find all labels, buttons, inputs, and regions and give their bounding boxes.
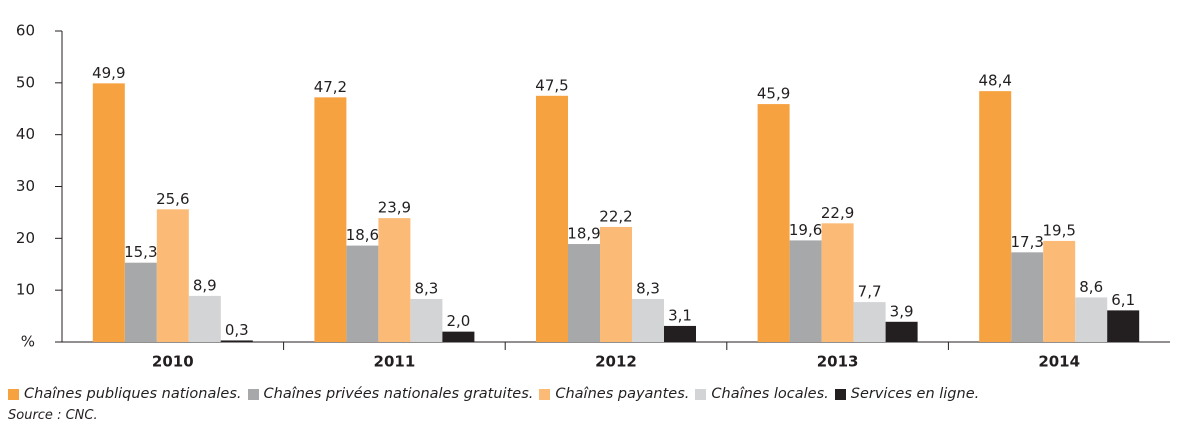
bar (1075, 297, 1108, 342)
value-label: 7,7 (858, 283, 882, 301)
bar (757, 104, 790, 343)
legend-label: Chaînes locales. (711, 386, 829, 402)
y-tick-label: % (21, 333, 35, 351)
x-tick-label: 2012 (595, 353, 637, 371)
bar (979, 91, 1012, 342)
y-tick-label: 10 (16, 281, 35, 299)
bar (410, 298, 443, 342)
legend: Chaînes publiques nationales. Chaînes pri… (8, 386, 985, 402)
bar (92, 83, 125, 342)
value-label: 15,3 (124, 243, 157, 261)
value-label: 25,6 (156, 190, 189, 208)
x-tick-label: 2014 (1038, 353, 1080, 371)
value-label: 2,0 (446, 312, 470, 330)
bar (378, 218, 411, 342)
bar (442, 331, 475, 342)
value-label: 8,3 (414, 279, 438, 297)
bar (188, 295, 221, 342)
y-tick-label: 30 (16, 177, 35, 195)
legend-label: Chaînes payantes. (555, 386, 690, 402)
bar (346, 245, 379, 342)
value-label: 18,9 (567, 225, 600, 243)
chart: % 10 20 30 40 50 60 2010 49,9 15,3 25,6 8,9 0,3 2011 4… (16, 22, 1170, 371)
x-tick-label: 2010 (152, 353, 194, 371)
legend-swatch (695, 388, 707, 400)
legend-item: Chaînes privées nationales gratuites. (247, 386, 534, 402)
bar (536, 95, 568, 343)
value-label: 23,9 (378, 199, 411, 217)
bar (156, 209, 189, 342)
bar (632, 298, 664, 342)
legend-item: Chaînes payantes. (539, 386, 689, 402)
value-label: 48,4 (978, 72, 1011, 90)
value-label: 3,9 (890, 302, 914, 320)
bar (1011, 252, 1044, 342)
x-tick-label: 2013 (817, 353, 859, 371)
value-label: 3,1 (668, 306, 692, 324)
bar (789, 240, 822, 342)
legend-item: Chaînes publiques nationales. (8, 386, 242, 402)
bar (124, 262, 157, 342)
value-label: 8,9 (193, 276, 217, 294)
legend-item: Chaînes locales. (695, 386, 829, 402)
value-label: 6,1 (1111, 291, 1135, 309)
legend-label: Chaînes privées nationales gratuites. (263, 386, 534, 402)
bar (853, 302, 886, 342)
bar (1107, 310, 1140, 342)
value-label: 49,9 (92, 64, 125, 82)
bar (664, 325, 696, 342)
legend-label: Chaînes publiques nationales. (24, 386, 242, 402)
legend-swatch (834, 388, 846, 400)
bar (1043, 240, 1076, 342)
value-label: 22,9 (821, 204, 854, 222)
legend-swatch (539, 388, 551, 400)
bar (600, 226, 632, 342)
y-tick-label: 20 (16, 229, 35, 247)
legend-swatch (8, 388, 19, 400)
value-label: 17,3 (1010, 233, 1043, 251)
value-label: 0,3 (225, 321, 249, 339)
bar (885, 321, 918, 342)
value-label: 8,6 (1079, 278, 1103, 296)
value-label: 8,3 (636, 279, 660, 297)
legend-swatch (247, 388, 259, 400)
bar (568, 244, 600, 342)
x-tick-label: 2011 (374, 353, 416, 371)
value-label: 22,2 (599, 207, 632, 225)
source: Source : CNC. (8, 408, 98, 423)
value-label: 45,9 (757, 85, 790, 103)
y-tick-label: 60 (16, 22, 35, 40)
y-tick-label: 50 (16, 73, 35, 91)
value-label: 47,5 (535, 76, 568, 94)
legend-label: Services en ligne. (850, 386, 980, 402)
value-label: 18,6 (346, 226, 379, 244)
value-label: 19,5 (1042, 221, 1075, 239)
bar (220, 340, 253, 342)
value-label: 19,6 (789, 221, 822, 239)
bar (314, 97, 347, 342)
bar (821, 223, 854, 342)
value-label: 47,2 (314, 78, 347, 96)
y-tick-label: 40 (16, 125, 35, 143)
legend-item: Services en ligne. (834, 386, 980, 402)
